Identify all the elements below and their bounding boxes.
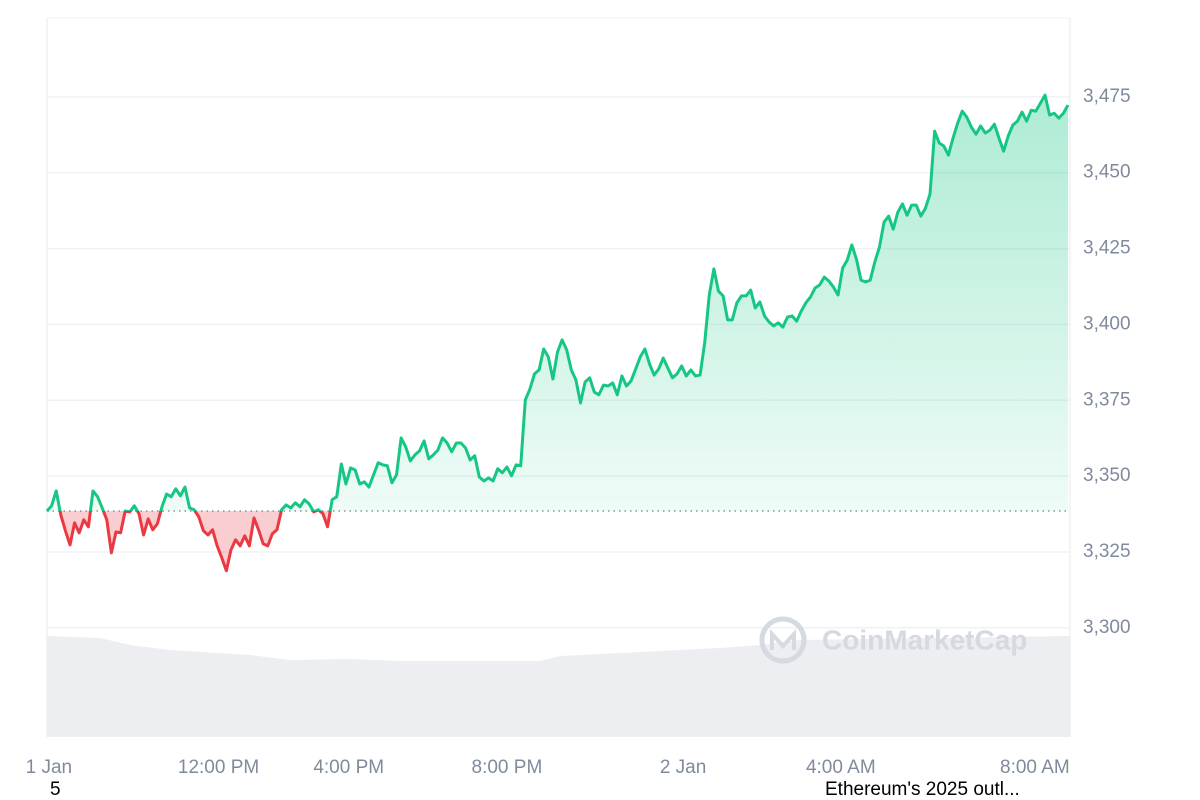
volume-band	[47, 636, 1070, 737]
watermark: CoinMarketCap	[822, 624, 1027, 655]
x-tick-label: 4:00 PM	[313, 757, 384, 778]
y-tick-label: 3,350	[1083, 465, 1131, 486]
y-tick-label: 3,425	[1083, 238, 1131, 259]
y-tick-label: 3,300	[1083, 617, 1131, 638]
x-tick-label: 8:00 AM	[1000, 757, 1070, 778]
area-down	[47, 510, 331, 571]
footer-right: Ethereum's 2025 outl...	[825, 779, 1020, 800]
y-tick-label: 3,400	[1083, 313, 1131, 334]
area-up	[47, 95, 1068, 511]
y-tick-label: 3,475	[1083, 86, 1131, 107]
x-tick-label: 2 Jan	[660, 757, 706, 778]
x-tick-label: 4:00 AM	[806, 757, 876, 778]
x-tick-label: 1 Jan	[26, 757, 72, 778]
y-tick-label: 3,325	[1083, 541, 1131, 562]
price-line-down	[46, 510, 332, 573]
x-tick-label: 8:00 PM	[472, 757, 543, 778]
y-tick-label: 3,375	[1083, 389, 1131, 410]
plot	[45, 93, 1070, 573]
watermark-logo	[759, 616, 807, 664]
y-tick-label: 3,450	[1083, 162, 1131, 183]
price-line-up	[45, 93, 1070, 511]
footer-left: 5	[50, 779, 61, 800]
x-tick-label: 12:00 PM	[178, 757, 259, 778]
